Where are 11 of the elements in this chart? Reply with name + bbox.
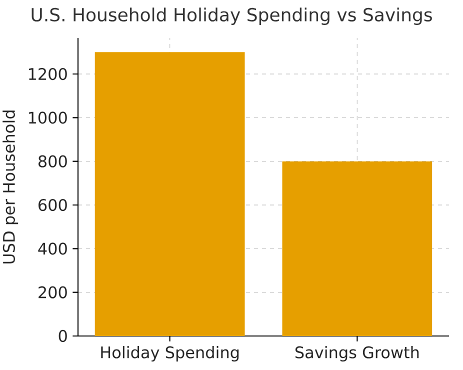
chart-title: U.S. Household Holiday Spending vs Savings [32,8,432,26]
y-tick-label: 600 [38,198,67,212]
x-tick-label: Holiday Spending [101,346,239,362]
y-tick-label: 1000 [29,112,67,124]
x-tick-label: Savings Growth [295,346,419,362]
y-axis-title: USD per Household [2,110,18,264]
y-tick-label: 200 [38,286,67,298]
y-tick-label: 800 [38,155,67,168]
y-tick-label: 1200 [29,68,67,80]
y-tick-label: 400 [38,242,67,255]
y-tick-label: 0 [58,330,67,342]
